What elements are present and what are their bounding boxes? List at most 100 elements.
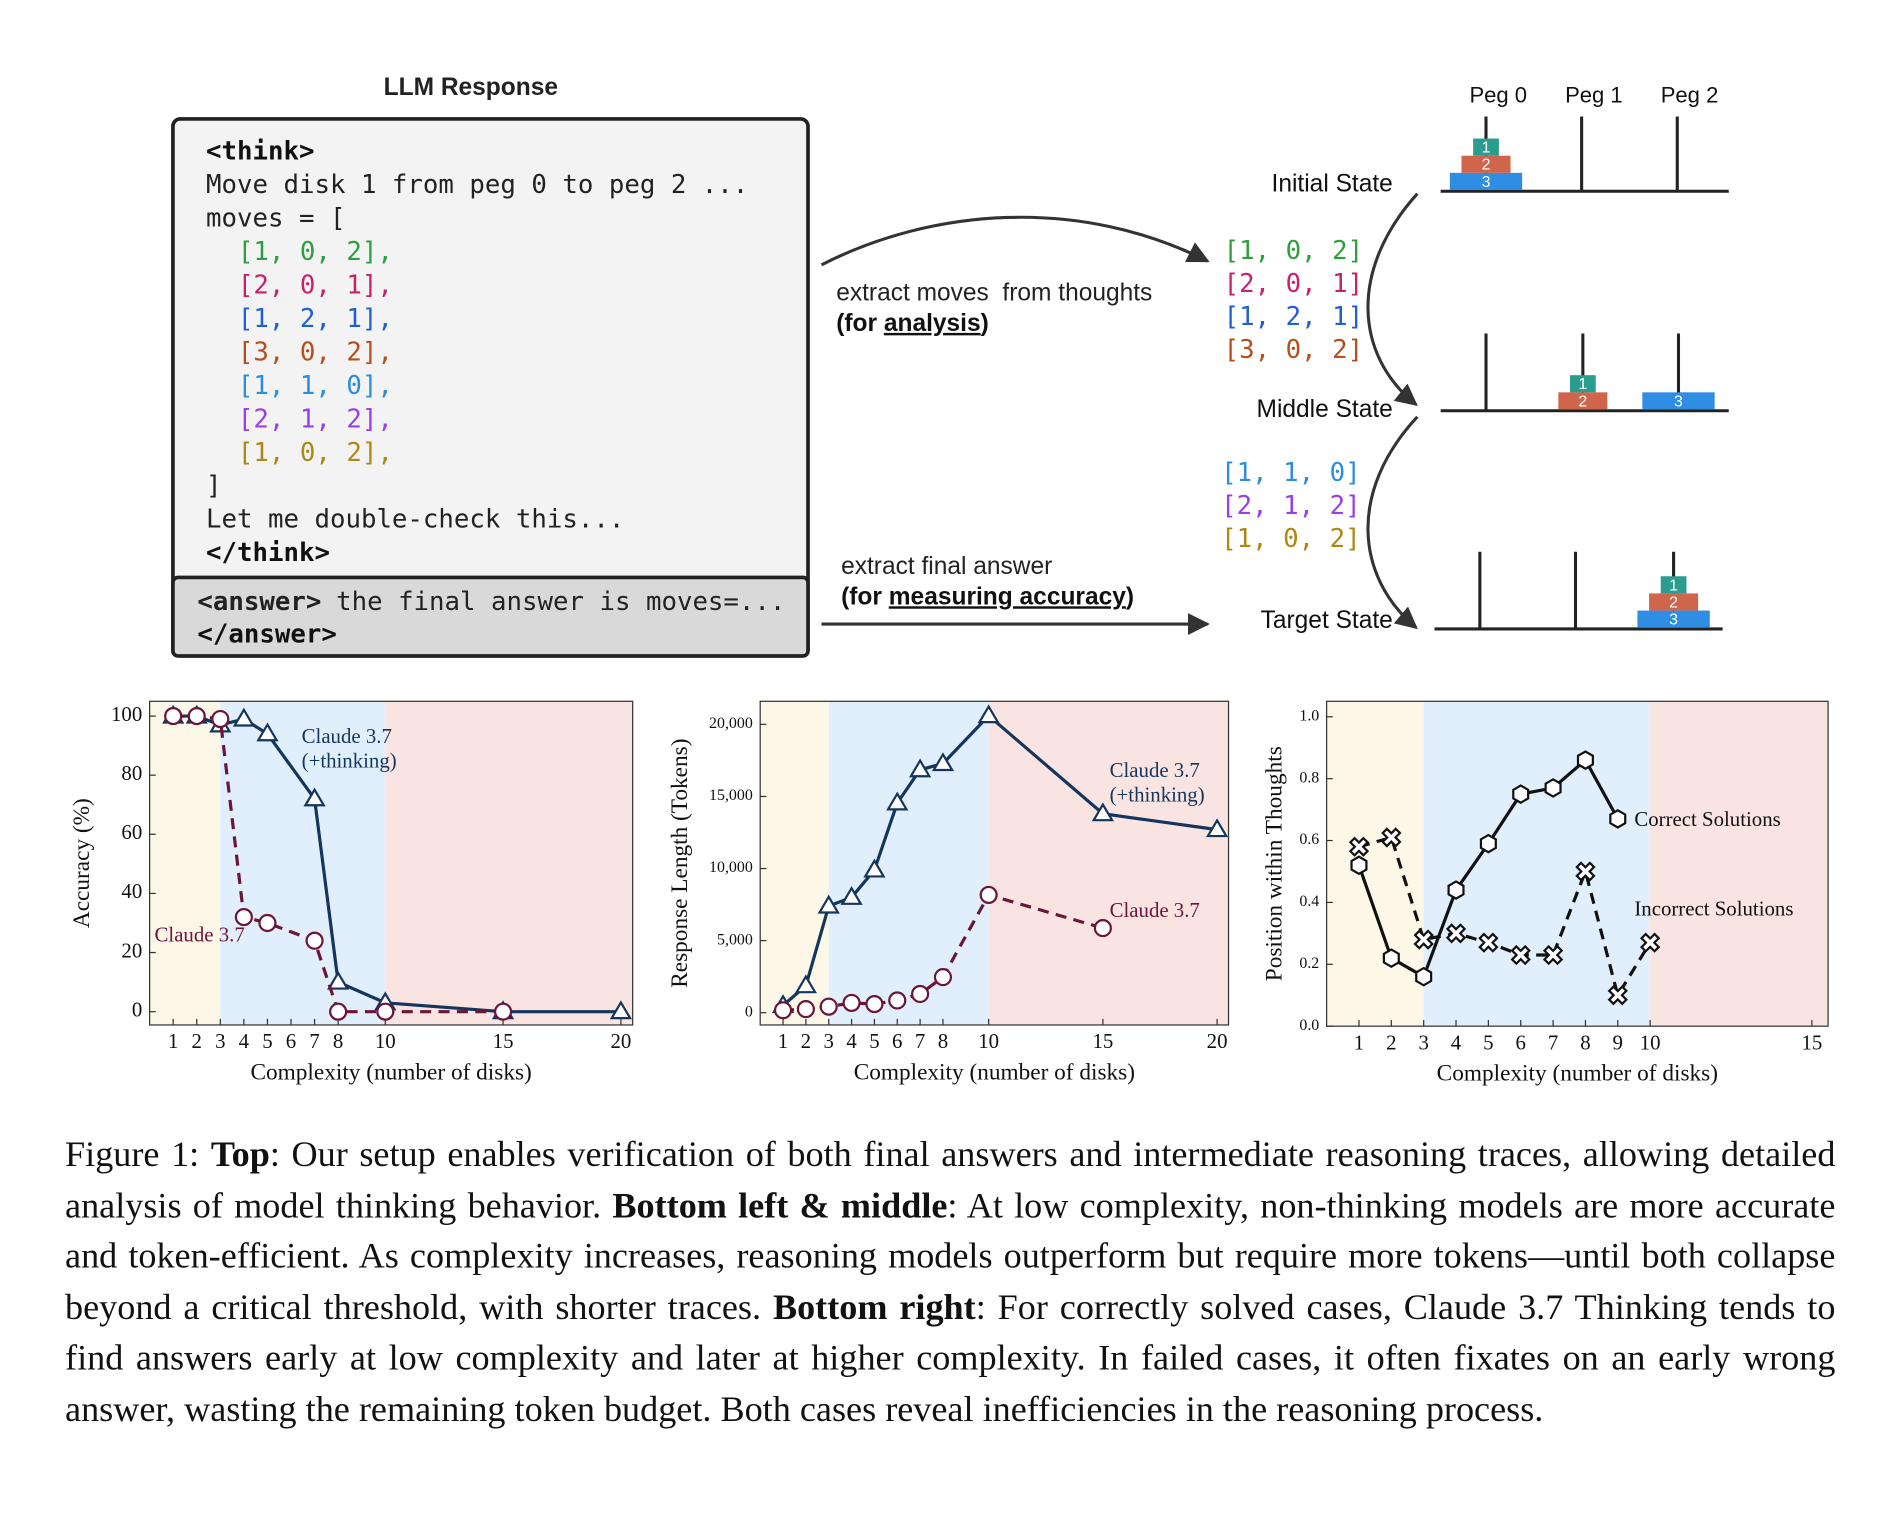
code-move: [1, 0, 2], [238, 237, 393, 267]
shaded-region [988, 701, 1229, 1025]
x-tick-label: 2 [1386, 1030, 1396, 1054]
point [303, 787, 326, 807]
disk-label: 2 [1482, 157, 1491, 174]
code-line: ] [206, 471, 222, 501]
arrow-label: extract moves from thoughts [836, 280, 1152, 307]
note-part: ) [1126, 584, 1134, 611]
extracted-move: [1, 0, 2] [1221, 524, 1360, 554]
y-tick-label: 1.0 [1299, 707, 1319, 724]
state-arrow [1366, 415, 1419, 630]
point [977, 704, 1000, 724]
point [187, 707, 206, 726]
x-tick-label: 6 [286, 1029, 296, 1053]
caption-bold: Top [210, 1135, 270, 1175]
y-tick-label: 40 [121, 879, 142, 903]
x-tick-label: 2 [192, 1029, 202, 1053]
chart: 1 2 3 4 5 6 7 8 10 15 20 0 20 40 60 80 100 Complexity (nu… [69, 700, 634, 1085]
shaded-region [385, 701, 633, 1025]
y-tick-label: 0.2 [1299, 955, 1319, 972]
y-tick-label: 15,000 [709, 787, 753, 804]
x-tick-label: 10 [1640, 1030, 1661, 1054]
arrow-label: extract final answer [841, 553, 1052, 580]
disk [1660, 576, 1687, 594]
y-tick-label: 0.8 [1299, 769, 1319, 786]
point [979, 885, 998, 904]
state-label: Middle State [1257, 396, 1393, 423]
code-line: moves = [ [206, 203, 345, 233]
point [842, 993, 861, 1012]
point [1609, 809, 1627, 829]
point [863, 858, 886, 878]
y-tick-label: 20,000 [709, 715, 753, 732]
disk [1449, 172, 1523, 191]
extracted-move: [1, 1, 0] [1221, 458, 1360, 488]
caption: Figure 1: Top: Our setup enables verific… [65, 1130, 1835, 1436]
point [840, 886, 863, 905]
point [1413, 929, 1434, 950]
y-tick-label: 0.6 [1299, 831, 1319, 848]
x-tick-label: 3 [824, 1029, 834, 1053]
x-tick-label: 7 [1548, 1030, 1558, 1054]
point [1350, 855, 1368, 876]
series-label: Claude 3.7 [155, 922, 245, 946]
note-key: analysis [884, 310, 981, 337]
disk [1473, 138, 1499, 156]
y-tick-label: 10,000 [709, 859, 753, 876]
x-tick-label: 20 [610, 1029, 631, 1053]
point [1479, 833, 1497, 854]
caption-text: : Our setup enables verification of both… [65, 1135, 1836, 1226]
x-tick-label: 1 [778, 1029, 788, 1053]
disk [1569, 375, 1596, 393]
state-label: Initial State [1272, 171, 1393, 198]
point [164, 707, 183, 726]
point [1381, 827, 1402, 848]
point [327, 970, 350, 990]
point [908, 758, 932, 778]
plot-frame [759, 700, 1230, 1026]
x-axis-label: Complexity (number of disks) [1437, 1061, 1718, 1087]
shaded-region [149, 701, 221, 1025]
point [211, 709, 230, 729]
extracted-move: [1, 0, 2] [1224, 236, 1363, 266]
extracted-move: [2, 1, 2] [1221, 491, 1360, 521]
point [1512, 784, 1530, 804]
chart: 1 2 3 4 5 6 7 8 9 10 15 0.0 0.2 0.4 0.6 0.8 1.0 Complexit… [1262, 700, 1829, 1087]
point [1510, 944, 1531, 966]
y-tick-label: 0 [745, 1003, 753, 1020]
point [796, 1000, 815, 1019]
shaded-region [828, 701, 989, 1025]
y-tick-label: 60 [121, 820, 142, 844]
extracted-move: [1, 2, 1] [1224, 302, 1363, 332]
point [305, 931, 324, 950]
disk-label: 1 [1578, 376, 1587, 393]
point [609, 1000, 633, 1020]
disk [1642, 392, 1715, 410]
point [494, 1002, 513, 1021]
x-tick-label: 5 [869, 1029, 879, 1053]
shaded-region [760, 701, 829, 1025]
point [1348, 836, 1370, 857]
point [1639, 932, 1661, 953]
series-label: Correct Solutions [1634, 807, 1780, 831]
x-tick-label: 4 [1451, 1030, 1462, 1054]
series-line [173, 714, 621, 1014]
point [258, 913, 277, 933]
panel-title: LLM Response [384, 74, 558, 101]
point [817, 894, 840, 914]
note-key: measuring accuracy [889, 584, 1126, 611]
series-line [1358, 835, 1652, 1000]
x-tick-label: 8 [938, 1029, 948, 1053]
code-move: [1, 2, 1], [238, 304, 393, 334]
peg-label: Peg 2 [1661, 83, 1719, 108]
y-tick-label: 80 [121, 761, 142, 785]
point [232, 707, 256, 727]
point [1091, 802, 1115, 822]
code-move: [3, 0, 2], [238, 337, 393, 367]
point [329, 1002, 348, 1021]
x-tick-label: 1 [1354, 1030, 1364, 1054]
point [886, 791, 909, 811]
x-tick-label: 4 [239, 1029, 250, 1053]
peg-label: Peg 1 [1565, 83, 1623, 108]
x-tick-label: 10 [375, 1029, 396, 1053]
